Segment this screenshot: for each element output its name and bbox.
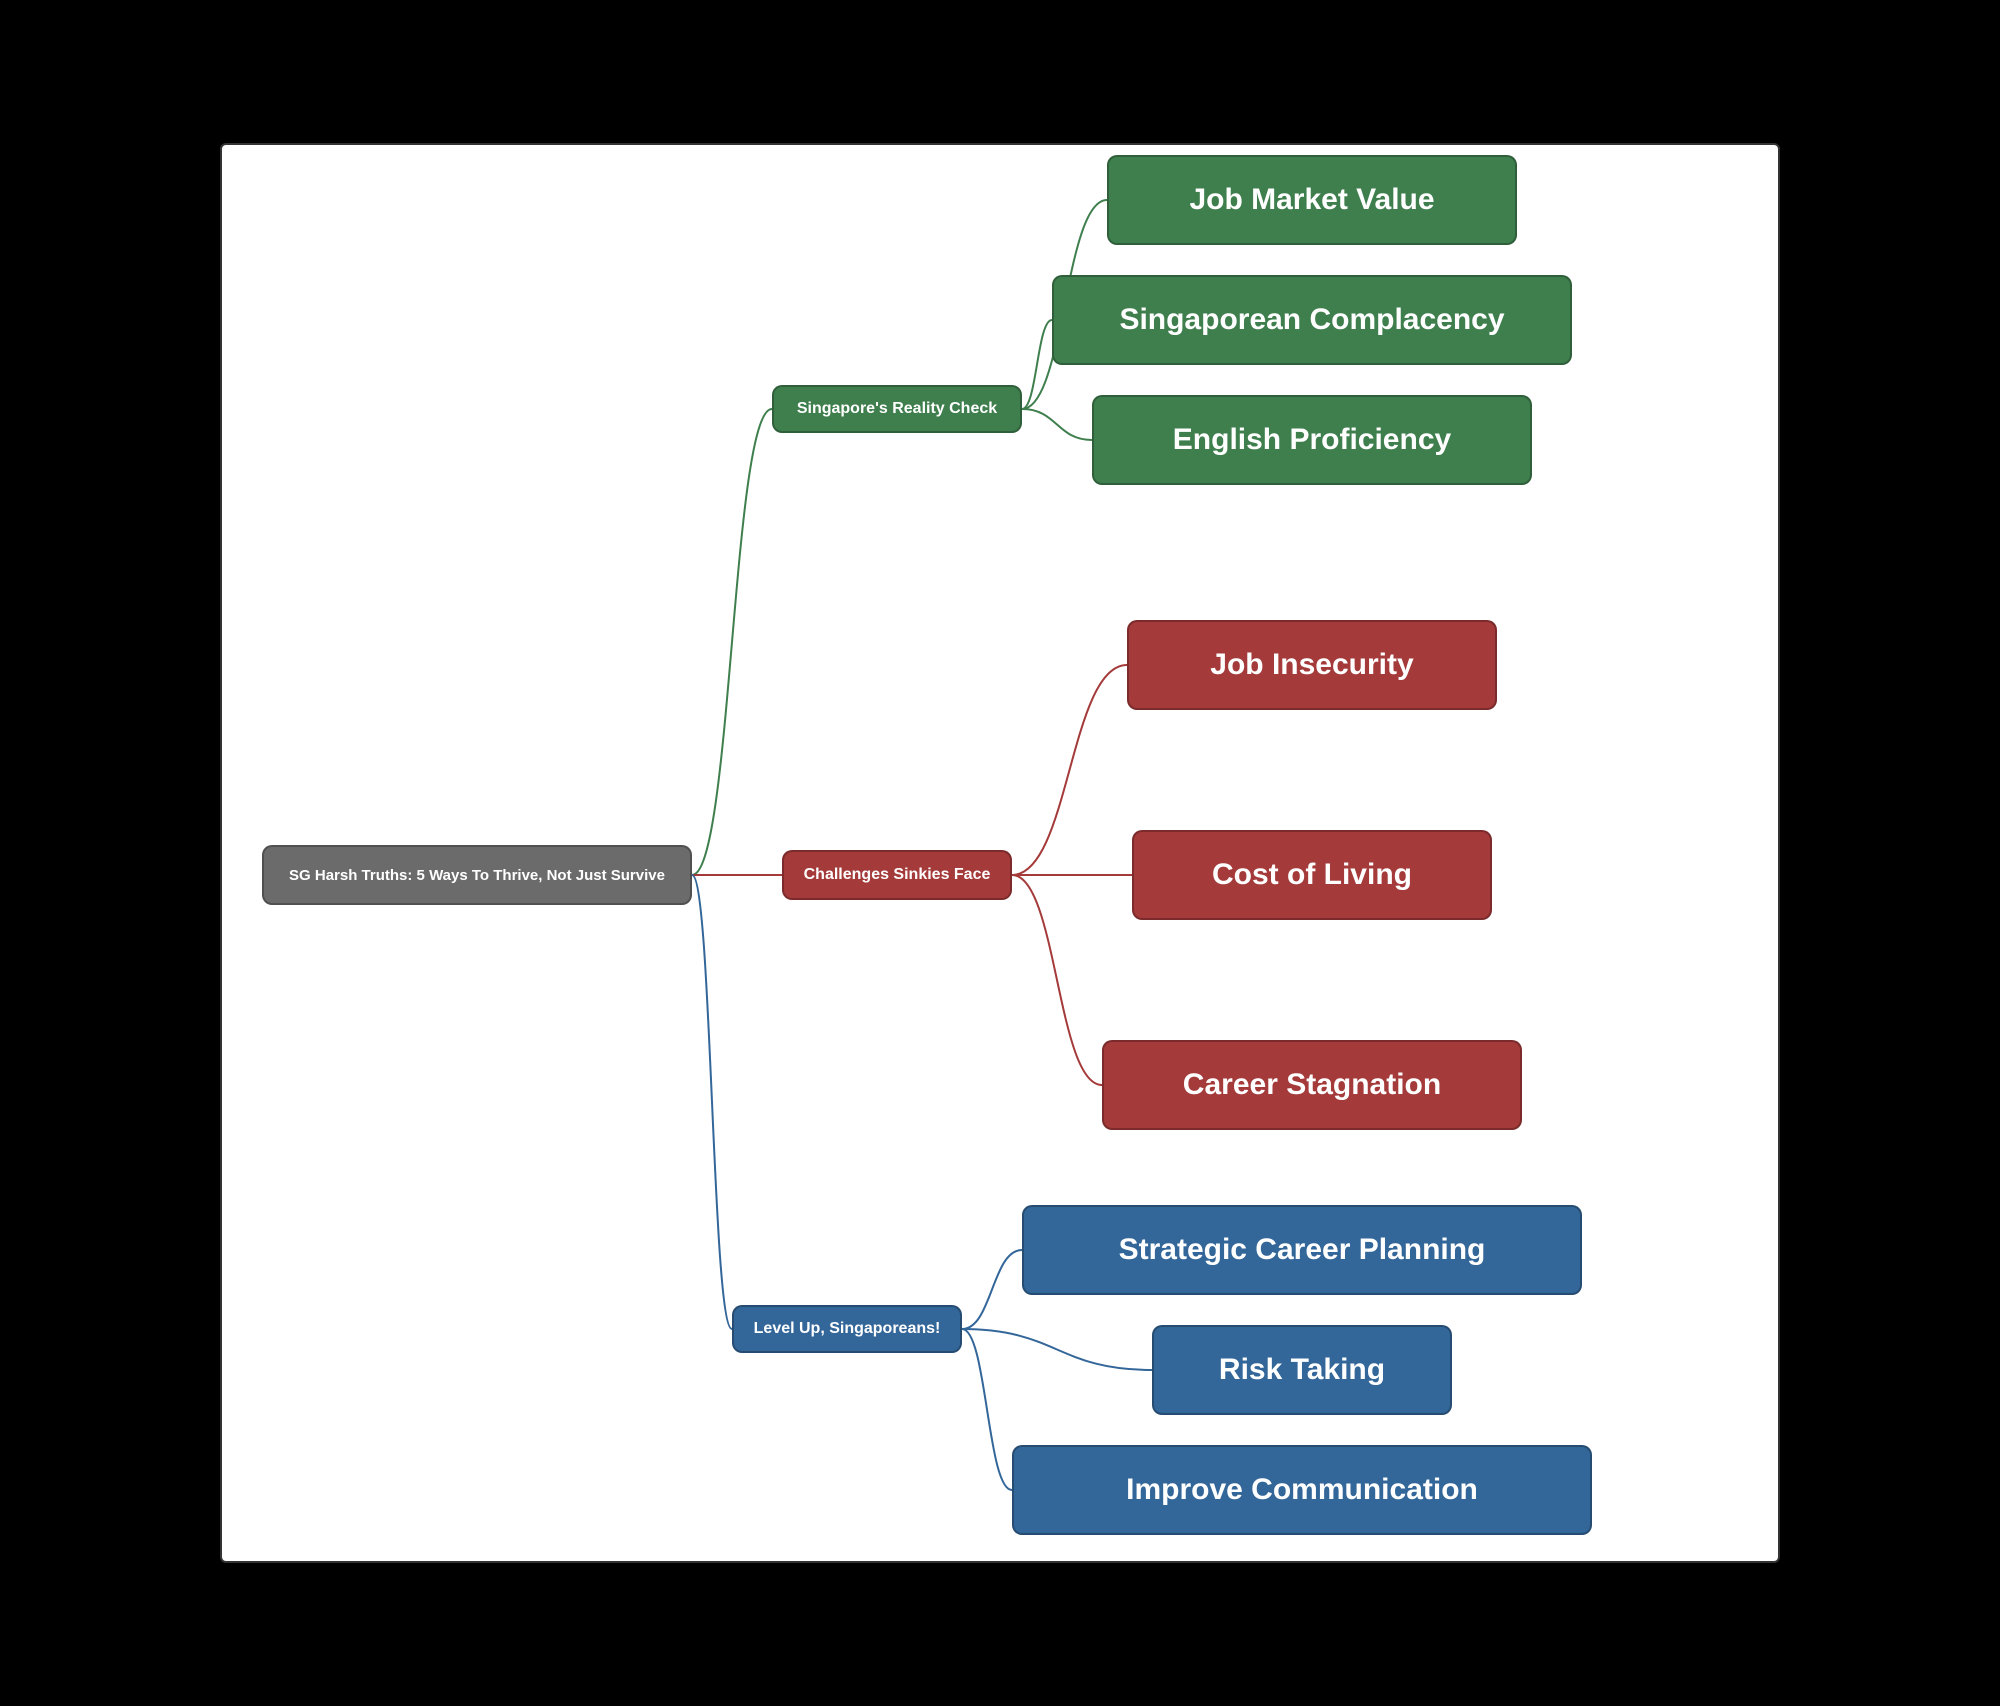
leaf-label: English Proficiency [1173,423,1451,457]
branch-label: Singapore's Reality Check [797,400,997,418]
branch-reality-check: Singapore's Reality Check [772,385,1022,433]
leaf-improve-communication: Improve Communication [1012,1445,1592,1535]
branch-label: Level Up, Singaporeans! [754,1320,941,1338]
root-node: SG Harsh Truths: 5 Ways To Thrive, Not J… [262,845,692,905]
branch-level-up: Level Up, Singaporeans! [732,1305,962,1353]
leaf-label: Risk Taking [1219,1353,1385,1387]
leaf-job-insecurity: Job Insecurity [1127,620,1497,710]
root-label: SG Harsh Truths: 5 Ways To Thrive, Not J… [289,867,665,884]
leaf-label: Improve Communication [1126,1473,1478,1507]
leaf-label: Job Insecurity [1210,648,1413,682]
leaf-label: Job Market Value [1189,183,1434,217]
leaf-singaporean-complacency: Singaporean Complacency [1052,275,1572,365]
leaf-label: Singaporean Complacency [1119,303,1504,337]
leaf-strategic-career-planning: Strategic Career Planning [1022,1205,1582,1295]
leaf-label: Strategic Career Planning [1119,1233,1486,1267]
leaf-job-market-value: Job Market Value [1107,155,1517,245]
leaf-career-stagnation: Career Stagnation [1102,1040,1522,1130]
mindmap-canvas: SG Harsh Truths: 5 Ways To Thrive, Not J… [220,143,1780,1563]
leaf-cost-of-living: Cost of Living [1132,830,1492,920]
leaf-label: Career Stagnation [1183,1068,1441,1102]
leaf-risk-taking: Risk Taking [1152,1325,1452,1415]
leaf-label: Cost of Living [1212,858,1412,892]
leaf-english-proficiency: English Proficiency [1092,395,1532,485]
branch-label: Challenges Sinkies Face [804,866,991,884]
branch-challenges: Challenges Sinkies Face [782,850,1012,900]
